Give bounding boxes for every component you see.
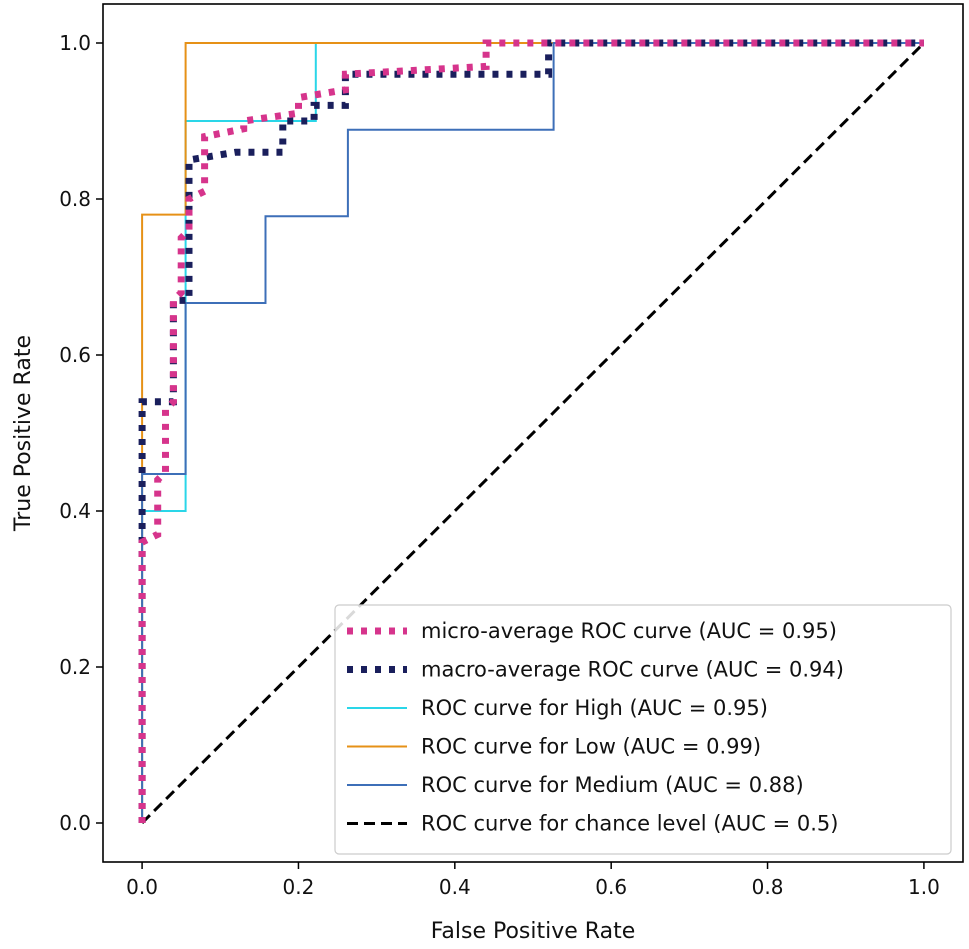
legend-label-5: ROC curve for chance level (AUC = 0.5) bbox=[421, 812, 838, 836]
y-tick-label-2: 0.4 bbox=[59, 499, 91, 523]
y-tick-label-0: 0.0 bbox=[59, 811, 91, 835]
x-tick-label-2: 0.4 bbox=[439, 875, 471, 899]
y-axis-label: True Positive Rate bbox=[11, 335, 36, 532]
legend-label-2: ROC curve for High (AUC = 0.95) bbox=[421, 696, 768, 720]
x-axis-label: False Positive Rate bbox=[431, 919, 635, 944]
series-line-5 bbox=[141, 41, 925, 825]
x-tick-label-5: 1.0 bbox=[908, 875, 940, 899]
y-tick-label-1: 0.2 bbox=[59, 655, 91, 679]
series-layer bbox=[138, 39, 925, 825]
legend-label-0: micro-average ROC curve (AUC = 0.95) bbox=[421, 619, 837, 643]
x-tick-label-3: 0.6 bbox=[595, 875, 627, 899]
legend-label-3: ROC curve for Low (AUC = 0.99) bbox=[421, 735, 761, 759]
series-line-0 bbox=[138, 39, 924, 823]
legend-label-1: macro-average ROC curve (AUC = 0.94) bbox=[421, 658, 844, 682]
y-tick-label-4: 0.8 bbox=[59, 187, 91, 211]
y-tick-label-3: 0.6 bbox=[59, 343, 91, 367]
x-tick-label-4: 0.8 bbox=[752, 875, 784, 899]
legend-box bbox=[334, 604, 952, 855]
legend-label-4: ROC curve for Medium (AUC = 0.88) bbox=[421, 773, 804, 797]
legend: micro-average ROC curve (AUC = 0.95) macr… bbox=[334, 604, 952, 855]
series-line-4 bbox=[141, 42, 924, 823]
x-tick-label-1: 0.2 bbox=[283, 875, 315, 899]
x-tick-label-0: 0.0 bbox=[126, 875, 158, 899]
plot-frame bbox=[102, 3, 964, 863]
y-tick-label-5: 1.0 bbox=[59, 31, 91, 55]
ticks-layer: 0.0 0.2 0.4 0.6 0.8 1.0 0.0 0.2 0.4 0.6 0.8 1.0 bbox=[59, 31, 940, 899]
